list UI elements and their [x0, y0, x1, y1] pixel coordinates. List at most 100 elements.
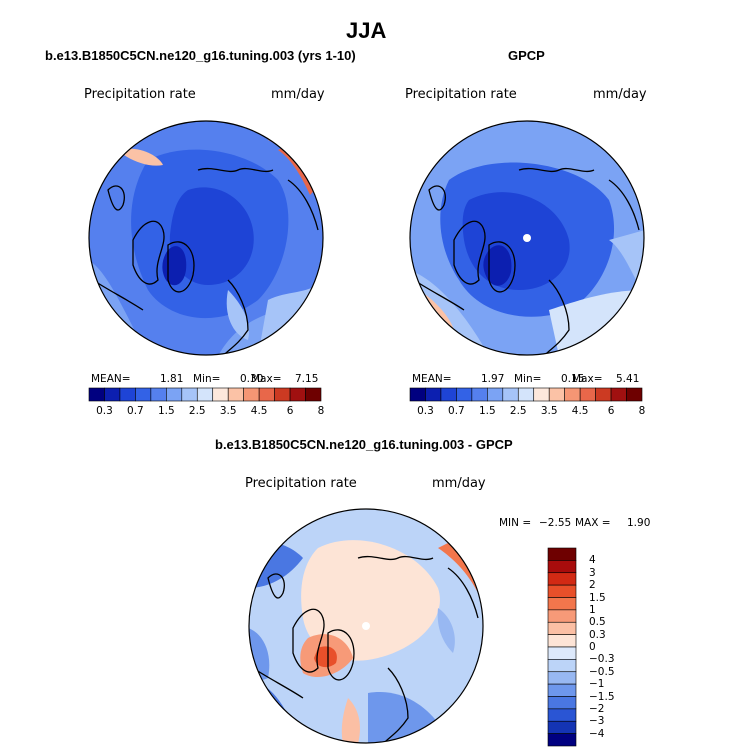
colorbar-swatch: [119, 387, 136, 402]
panel2-variable-label: Precipitation rate: [405, 87, 517, 102]
panel3-units-label: mm/day: [432, 476, 486, 491]
colorbar-swatch: [212, 387, 229, 402]
panel1-min-value: 0.30: [240, 373, 264, 385]
colorbar-tick-label: −2: [589, 702, 605, 715]
panel1-coastline: [107, 185, 125, 211]
panel3-min-label: MIN =: [499, 517, 532, 529]
colorbar-tick-label: 4.5: [250, 405, 268, 417]
colorbar-tick-label: 2.5: [509, 405, 527, 417]
colorbar-swatch: [610, 387, 627, 402]
colorbar-swatch: [547, 597, 577, 611]
colorbar-swatch: [243, 387, 260, 402]
colorbar-swatch: [547, 560, 577, 574]
colorbar-swatch: [547, 609, 577, 623]
panel2-field-region: [609, 230, 644, 295]
colorbar-swatch: [88, 387, 105, 402]
panel2-coastline: [608, 179, 640, 231]
colorbar-swatch: [595, 387, 612, 402]
panel2-subtitle: GPCP: [508, 48, 545, 63]
colorbar-tick-label: 2: [589, 579, 596, 592]
colorbar-tick-label: 0.3: [96, 405, 113, 417]
panel1-field-region: [118, 148, 163, 166]
panel3-coastline: [292, 608, 325, 673]
colorbar-tick-label: 0.7: [127, 405, 144, 417]
panel2-colorbar: [409, 387, 643, 402]
panel3-field-region: [314, 646, 337, 668]
panel1-field-region: [169, 187, 254, 285]
panel3-coastline: [382, 667, 409, 743]
panel1-variable-label: Precipitation rate: [84, 87, 196, 102]
panel3-map-border: [248, 508, 484, 744]
colorbar-swatch: [547, 572, 577, 586]
colorbar-tick-label: −4: [589, 727, 605, 740]
panel1-units-label: mm/day: [271, 87, 325, 102]
colorbar-swatch: [196, 387, 214, 402]
colorbar-tick-label: 3: [589, 566, 596, 579]
panel2-coastline: [488, 241, 516, 293]
panel2-coastline: [428, 185, 446, 211]
colorbar-tick-label: −3: [589, 715, 605, 728]
panel1-field-region: [226, 290, 249, 340]
panel2-min-value: 0.15: [561, 373, 585, 385]
panel2-polar-map: [409, 120, 645, 356]
colorbar-swatch: [502, 387, 519, 402]
colorbar-tick-label: 0.7: [448, 405, 465, 417]
panel3-coastline: [447, 567, 479, 619]
colorbar-tick-label: 2.5: [188, 405, 206, 417]
panel1-coastline: [197, 167, 274, 173]
colorbar-swatch: [135, 387, 152, 402]
colorbar-swatch: [456, 387, 473, 402]
colorbar-swatch: [425, 387, 442, 402]
colorbar-swatch: [547, 621, 577, 635]
panel1-coastline: [222, 279, 249, 355]
colorbar-swatch: [227, 387, 244, 402]
panel2-min-label: Min=: [514, 373, 542, 385]
colorbar-swatch: [305, 387, 322, 402]
colorbar-tick-label: 0.3: [589, 628, 606, 641]
colorbar-tick-label: 1.5: [478, 405, 496, 417]
colorbar-swatch: [547, 646, 577, 660]
colorbar-tick-label: −0.3: [589, 653, 615, 666]
colorbar-swatch: [487, 387, 504, 402]
colorbar-swatch: [533, 387, 550, 402]
panel3-field-region: [438, 538, 483, 593]
colorbar-swatch: [547, 584, 577, 598]
colorbar-swatch: [547, 733, 577, 747]
panel2-field-region: [483, 245, 512, 286]
colorbar-tick-label: 1.5: [157, 405, 175, 417]
colorbar-tick-label: −1.5: [589, 690, 615, 703]
colorbar-swatch: [547, 634, 577, 648]
panel3-variable-label: Precipitation rate: [245, 476, 357, 491]
colorbar-swatch: [547, 671, 577, 685]
panel2-max-value: 5.41: [616, 373, 640, 385]
colorbar-tick-label: 4.5: [571, 405, 589, 417]
colorbar-tick-label: −0.5: [589, 665, 615, 678]
colorbar-tick-label: −1: [589, 678, 605, 691]
colorbar-swatch: [547, 659, 577, 673]
colorbar-swatch: [289, 387, 306, 402]
panel3-coastline: [327, 629, 355, 681]
panel2-coastline: [518, 167, 595, 173]
panel1-subtitle: b.e13.B1850C5CN.ne120_g16.tuning.003 (yr…: [45, 48, 356, 63]
colorbar-tick-label: 6: [286, 405, 294, 417]
colorbar-swatch: [104, 387, 121, 402]
panel1-coastline: [287, 179, 319, 231]
colorbar-tick-label: 0.5: [589, 616, 606, 629]
colorbar-swatch: [150, 387, 167, 402]
colorbar-tick-label: 3.5: [540, 405, 558, 417]
panel2-pole-mask: [523, 234, 531, 242]
colorbar-swatch: [547, 696, 577, 710]
panel2-coastline: [543, 279, 570, 355]
panel1-coastline: [132, 220, 165, 285]
colorbar-swatch: [547, 683, 577, 697]
colorbar-swatch: [409, 387, 426, 402]
colorbar-tick-label: 0: [589, 641, 596, 653]
colorbar-tick-label: 1.5: [589, 591, 606, 604]
colorbar-swatch: [547, 720, 577, 734]
colorbar-swatch: [274, 387, 291, 402]
panel1-polar-map: [88, 120, 324, 356]
colorbar-swatch: [626, 387, 643, 402]
panel3-max-label: MAX =: [575, 517, 611, 529]
panel1-max-value: 7.15: [295, 373, 319, 385]
colorbar-swatch: [166, 387, 183, 402]
